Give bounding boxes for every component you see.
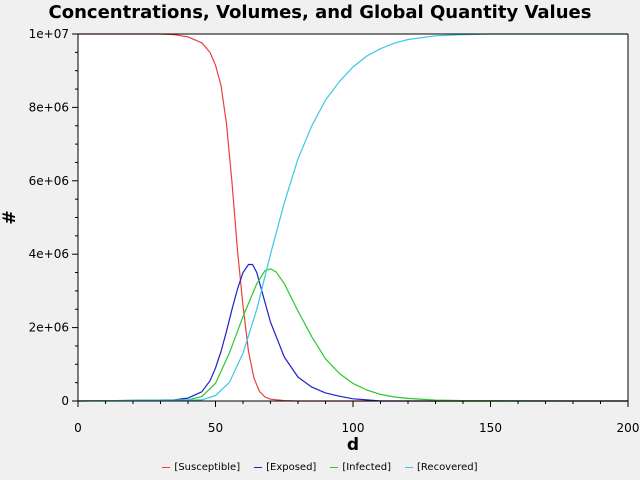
legend-label: [Susceptible] — [174, 462, 241, 473]
legend-item-3: [Recovered] — [405, 462, 478, 473]
series-line-1 — [77, 263, 628, 402]
x-axis-title: d — [347, 435, 359, 455]
series-line-2 — [77, 268, 629, 402]
legend-swatch — [405, 466, 414, 468]
y-axis-title: # — [0, 210, 20, 224]
y-tick-label: 8e+06 — [29, 100, 69, 114]
y-tick-label: 0 — [61, 394, 69, 408]
legend-swatch — [330, 466, 339, 468]
y-tick-label: 1e+07 — [29, 27, 69, 41]
series-line-0 — [78, 33, 628, 402]
legend-swatch — [254, 466, 263, 468]
axes-layer: 0 2e+06 4e+06 6e+06 8e+06 1e+07 0 50 100 150 200 — [29, 27, 640, 435]
x-tick-label: 150 — [479, 421, 502, 435]
chart-title: Concentrations, Volumes, and Global Quan… — [48, 2, 592, 23]
legend-item-1: [Exposed] — [254, 462, 316, 473]
legend-swatch — [162, 466, 171, 468]
x-tick-label: 50 — [208, 421, 223, 435]
x-tick-label: 100 — [342, 421, 365, 435]
legend-label: [Infected] — [342, 462, 392, 473]
legend-item-0: [Susceptible] — [162, 462, 240, 473]
legend-label: [Exposed] — [266, 462, 317, 473]
x-tick-label: 200 — [617, 421, 640, 435]
y-tick-label: 2e+06 — [29, 321, 69, 335]
legend-label: [Recovered] — [417, 462, 478, 473]
y-tick-label: 4e+06 — [29, 247, 69, 261]
x-tick-label: 0 — [74, 421, 82, 435]
legend: [Susceptible] [Exposed] [Infected] [Recover… — [0, 462, 640, 478]
plot-area — [78, 34, 628, 401]
y-tick-label: 6e+06 — [29, 174, 69, 188]
legend-item-2: [Infected] — [330, 462, 391, 473]
